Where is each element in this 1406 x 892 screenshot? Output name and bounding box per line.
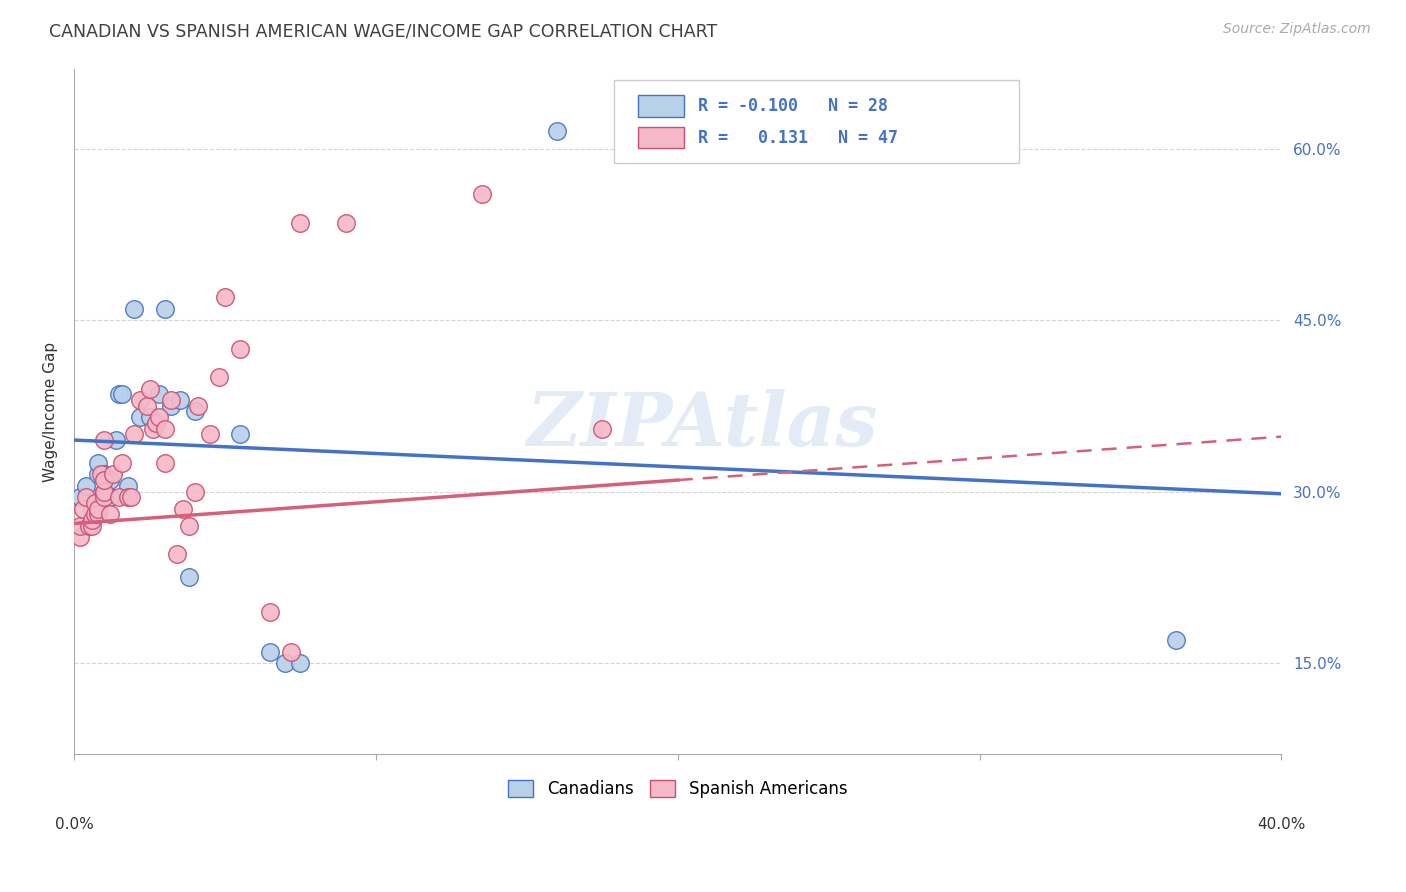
Point (87, 501, 110, 516)
Point (208, 370, 231, 384)
Point (111, 456, 134, 470)
Point (290, 656, 312, 670)
Point (93, 484, 115, 499)
Text: R =   0.131   N = 47: R = 0.131 N = 47 (699, 128, 898, 146)
Point (138, 410, 160, 425)
Text: Source: ZipAtlas.com: Source: ZipAtlas.com (1223, 22, 1371, 37)
FancyBboxPatch shape (614, 80, 1019, 163)
Point (105, 433, 128, 447)
Point (129, 392, 152, 407)
Y-axis label: Wage/Income Gap: Wage/Income Gap (44, 342, 58, 482)
Bar (638, 95, 683, 117)
Point (153, 456, 176, 470)
Point (93, 490, 115, 504)
Point (259, 644, 281, 658)
Point (166, 548, 188, 562)
Point (148, 387, 170, 401)
Point (111, 387, 134, 401)
Point (198, 427, 221, 442)
Point (69, 490, 91, 504)
Point (229, 342, 252, 356)
Text: R = -0.100   N = 28: R = -0.100 N = 28 (699, 97, 889, 115)
Point (87, 456, 110, 470)
Point (72, 501, 94, 516)
Point (135, 399, 157, 413)
Point (108, 387, 131, 401)
Point (82, 518, 104, 533)
Point (153, 422, 176, 436)
Point (93, 484, 115, 499)
Point (117, 479, 139, 493)
Point (82, 501, 104, 516)
Point (69, 518, 91, 533)
Point (591, 422, 613, 436)
Point (145, 416, 167, 430)
Point (117, 490, 139, 504)
Point (172, 501, 194, 516)
Bar (638, 127, 683, 148)
Point (1164, 633, 1187, 648)
Point (103, 467, 125, 482)
Point (159, 399, 181, 413)
Point (169, 392, 191, 407)
Point (82, 513, 104, 527)
Point (546, 124, 568, 138)
Point (335, 216, 357, 230)
Point (142, 422, 165, 436)
Text: 0.0%: 0.0% (55, 817, 93, 832)
Point (177, 518, 200, 533)
Point (280, 644, 302, 658)
Point (75, 479, 97, 493)
Point (84, 508, 107, 522)
Point (153, 301, 176, 316)
Point (124, 427, 146, 442)
Point (159, 392, 181, 407)
Point (129, 410, 152, 425)
Text: 40.0%: 40.0% (1257, 817, 1306, 832)
Text: ZIPAtlas: ZIPAtlas (526, 389, 877, 461)
Point (187, 399, 209, 413)
Point (184, 404, 207, 418)
Point (93, 433, 115, 447)
Point (274, 656, 297, 670)
Point (90, 467, 112, 482)
Point (93, 467, 115, 482)
Point (87, 467, 110, 482)
Point (93, 473, 115, 487)
Point (290, 216, 312, 230)
Point (77, 518, 100, 533)
Point (184, 484, 207, 499)
Point (108, 490, 131, 504)
Point (138, 382, 160, 396)
Point (84, 496, 107, 510)
Point (124, 301, 146, 316)
Text: CANADIAN VS SPANISH AMERICAN WAGE/INCOME GAP CORRELATION CHART: CANADIAN VS SPANISH AMERICAN WAGE/INCOME… (49, 22, 717, 40)
Point (214, 290, 236, 304)
Point (148, 410, 170, 425)
Point (75, 490, 97, 504)
Point (471, 187, 494, 202)
Point (177, 570, 200, 584)
Point (259, 605, 281, 619)
Point (229, 427, 252, 442)
Point (120, 490, 142, 504)
Point (98, 508, 121, 522)
Legend: Canadians, Spanish Americans: Canadians, Spanish Americans (502, 772, 853, 805)
Point (87, 508, 110, 522)
Point (69, 530, 91, 544)
Point (98, 490, 121, 504)
Point (98, 473, 121, 487)
